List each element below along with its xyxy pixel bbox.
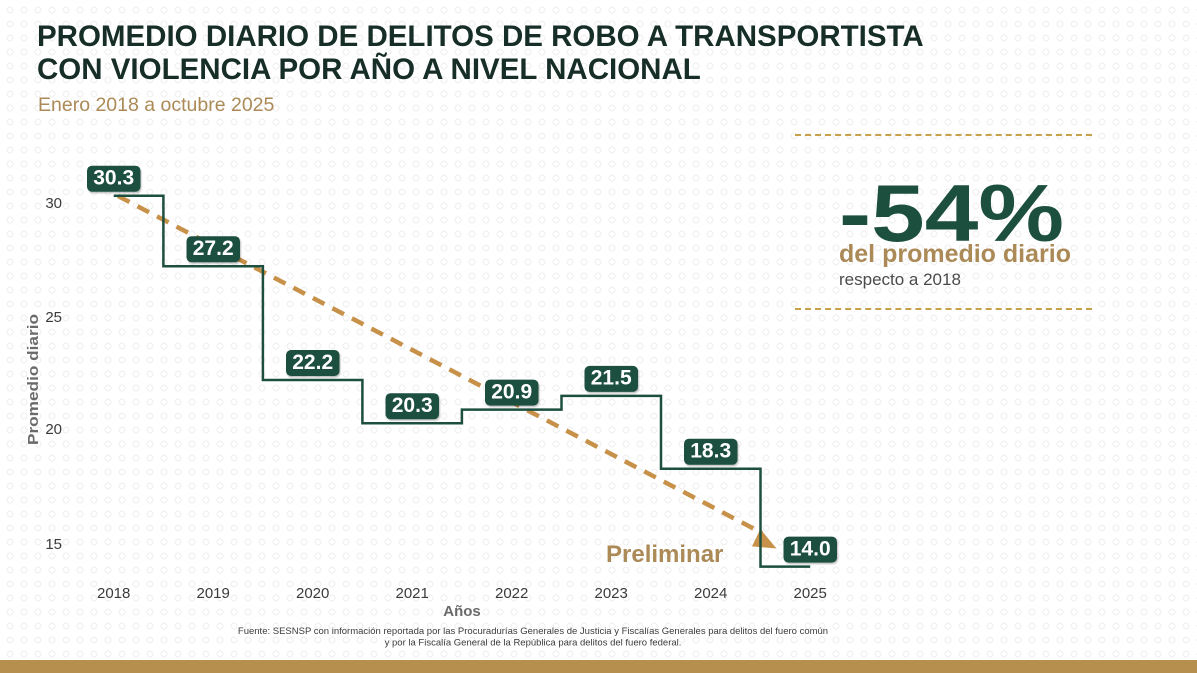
- svg-text:27.2: 27.2: [193, 237, 234, 260]
- svg-text:y por la Fiscalía General de l: y por la Fiscalía General de la Repúblic…: [385, 638, 682, 649]
- svg-text:2024: 2024: [694, 585, 727, 602]
- svg-text:14.0: 14.0: [790, 537, 831, 560]
- svg-text:15: 15: [45, 536, 62, 553]
- svg-text:Años: Años: [443, 603, 481, 620]
- svg-text:2023: 2023: [595, 585, 628, 602]
- svg-text:Fuente: SESNSP con información: Fuente: SESNSP con información reportada…: [238, 626, 828, 637]
- svg-text:Promedio diario: Promedio diario: [26, 314, 42, 445]
- svg-text:2020: 2020: [296, 585, 329, 602]
- svg-text:21.5: 21.5: [591, 367, 632, 390]
- svg-text:2018: 2018: [97, 585, 130, 602]
- svg-text:Preliminar: Preliminar: [606, 541, 723, 568]
- svg-text:25: 25: [45, 309, 62, 326]
- svg-text:2019: 2019: [197, 585, 230, 602]
- svg-text:30: 30: [45, 195, 62, 212]
- svg-text:22.2: 22.2: [292, 351, 333, 374]
- svg-text:2022: 2022: [495, 585, 528, 602]
- svg-text:18.3: 18.3: [690, 440, 731, 463]
- svg-text:20.9: 20.9: [491, 380, 532, 403]
- svg-text:20: 20: [45, 421, 62, 438]
- svg-text:2025: 2025: [794, 585, 827, 602]
- svg-text:30.3: 30.3: [93, 167, 134, 190]
- svg-text:20.3: 20.3: [392, 394, 433, 417]
- svg-text:2021: 2021: [396, 585, 429, 602]
